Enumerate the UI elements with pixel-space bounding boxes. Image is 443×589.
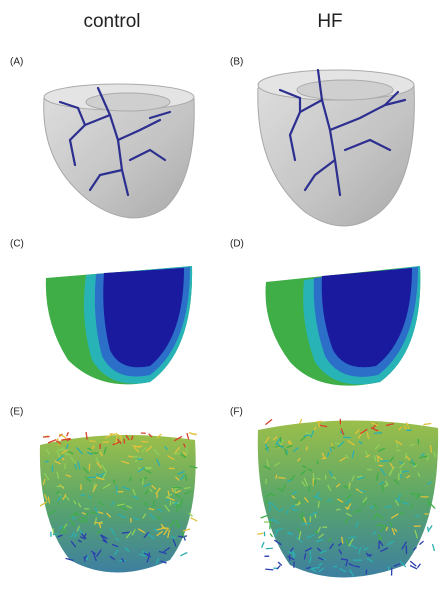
- panel-label: (B): [230, 57, 243, 68]
- fiber: [266, 419, 273, 424]
- fiber: [109, 434, 115, 435]
- panel-label: (C): [10, 239, 24, 250]
- panel-label: (A): [10, 57, 23, 68]
- fiber: [278, 477, 286, 478]
- fiber: [122, 532, 130, 533]
- fiber: [318, 501, 319, 508]
- fiber: [306, 568, 311, 569]
- fiber: [134, 446, 142, 447]
- fiber: [261, 515, 268, 518]
- fiber: [128, 456, 133, 457]
- fiber: [429, 526, 432, 531]
- fiber: [336, 509, 341, 510]
- figure: control HF (A) (B) (C) (D) (E) (F): [0, 0, 443, 584]
- fiber: [262, 542, 264, 548]
- fiber: [187, 433, 189, 439]
- fiber: [348, 537, 356, 538]
- cross-section: [46, 266, 192, 384]
- fiber: [67, 432, 69, 436]
- fiber: [84, 557, 85, 562]
- fiber: [94, 523, 102, 524]
- fiber: [396, 450, 400, 451]
- panel-label: (F): [230, 407, 243, 418]
- column-header: control: [83, 11, 140, 32]
- fiber: [124, 439, 125, 444]
- fiber: [191, 518, 198, 521]
- fiber: [153, 501, 154, 508]
- cross-section: [266, 266, 421, 386]
- fiber: [162, 528, 169, 529]
- fiber: [293, 510, 299, 511]
- fiber: [278, 562, 282, 566]
- fiber: [133, 456, 138, 457]
- fiber: [380, 461, 389, 462]
- fiber: [433, 544, 435, 551]
- fiber: [116, 485, 117, 494]
- fiber: [417, 564, 420, 568]
- fiber: [419, 541, 423, 544]
- panel-label: (D): [230, 239, 244, 250]
- fiber: [319, 422, 320, 427]
- fiber: [180, 552, 187, 555]
- heart-shell: [44, 84, 195, 218]
- fiber: [173, 487, 181, 488]
- fiber: [425, 514, 429, 515]
- fiber: [427, 527, 428, 532]
- fiber: [411, 505, 412, 509]
- fiber: [266, 548, 273, 549]
- fiber: [316, 421, 322, 422]
- fiber: [300, 419, 302, 424]
- fiber: [270, 534, 273, 537]
- heart-shell: [258, 70, 415, 226]
- fiber: [367, 469, 372, 470]
- fiber: [88, 477, 96, 478]
- fiber: [270, 520, 271, 529]
- fiber: [257, 533, 263, 534]
- panel-label: (E): [10, 407, 23, 418]
- fiber: [378, 457, 379, 462]
- fiber: [400, 470, 401, 474]
- fiber: [405, 453, 406, 459]
- page: control HF (A) (B) (C) (D) (E) (F): [0, 0, 443, 584]
- fiber: [313, 473, 314, 480]
- fiber: [266, 479, 267, 484]
- fiber: [86, 513, 87, 519]
- fiber: [265, 569, 273, 570]
- fiber-field: [258, 420, 438, 577]
- fiber: [378, 539, 382, 540]
- fiber: [102, 442, 109, 443]
- column-header: HF: [317, 11, 342, 32]
- fiber: [317, 460, 318, 464]
- fiber: [423, 424, 431, 425]
